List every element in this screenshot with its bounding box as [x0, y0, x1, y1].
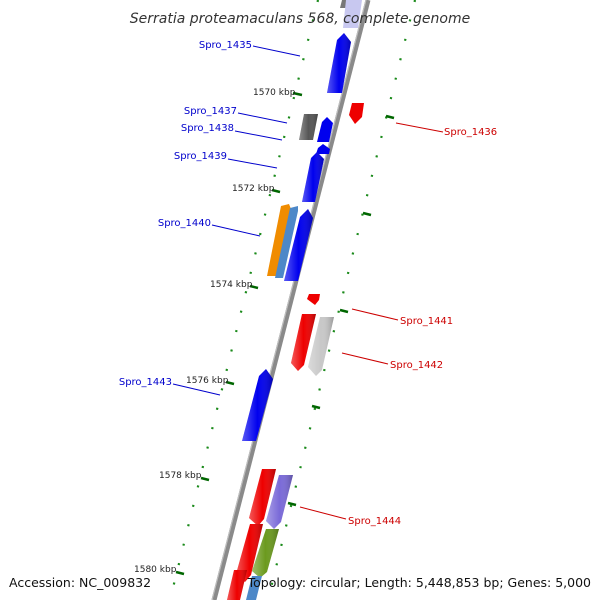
spro-1438-cds[interactable]	[317, 117, 333, 142]
spro-1441b-cds[interactable]	[291, 314, 316, 371]
genome-backbone-highlight	[211, 0, 367, 600]
topology-stats-text: Topology: circular; Length: 5,448,853 bp…	[247, 575, 591, 590]
outer-ticks	[287, 114, 395, 507]
bottom-red-cds[interactable]	[236, 524, 263, 582]
kbp-label-1574: 1574 kbp	[210, 280, 253, 290]
gene-label-spro-1443[interactable]: Spro_1443	[119, 377, 172, 388]
spro-1440-steel-cds[interactable]	[275, 206, 298, 278]
gene-label-spro-1435[interactable]: Spro_1435	[199, 40, 252, 51]
spro-1437-cds[interactable]	[299, 114, 318, 140]
gene-label-spro-1439[interactable]: Spro_1439	[174, 151, 227, 162]
inner-dotted-track	[168, 0, 320, 600]
gene-label-spro-1436[interactable]: Spro_1436	[444, 127, 497, 138]
spro-1438b-cds[interactable]	[316, 144, 330, 154]
kbp-ticks	[175, 91, 303, 576]
bottom-olive-cds[interactable]	[252, 529, 279, 578]
gene-label-spro-1442[interactable]: Spro_1442	[390, 360, 443, 371]
minus-leader-lines	[299, 122, 444, 520]
gene-label-spro-1437[interactable]: Spro_1437	[184, 106, 237, 117]
map-title: Serratia proteamaculans 568, complete ge…	[130, 11, 470, 27]
plus-leader-lines	[172, 45, 301, 396]
bottom-red2-cds[interactable]	[227, 570, 247, 600]
gene-label-spro-1444[interactable]: Spro_1444	[348, 516, 401, 527]
spro-1439-cds[interactable]	[302, 152, 324, 202]
spro-1443-cds[interactable]	[242, 369, 273, 441]
spro-1440-cds[interactable]	[284, 209, 313, 281]
top-lavender-cds[interactable]	[343, 0, 362, 28]
gene-label-spro-1441[interactable]: Spro_1441	[400, 316, 453, 327]
spro-1442-cds[interactable]	[308, 317, 334, 376]
kbp-label-1572: 1572 kbp	[232, 184, 275, 194]
spro-1441-cds[interactable]	[307, 294, 320, 305]
spro-1436-cds[interactable]	[349, 103, 364, 124]
kbp-label-1576: 1576 kbp	[186, 376, 229, 386]
bottom-steel-cds[interactable]	[246, 576, 262, 600]
kbp-label-1570: 1570 kbp	[253, 88, 296, 98]
spro-1444-cds[interactable]	[266, 475, 293, 529]
spro-1440-orange-cds[interactable]	[267, 204, 291, 276]
kbp-label-1580: 1580 kbp	[134, 565, 177, 575]
kbp-label-1578: 1578 kbp	[159, 471, 202, 481]
accession-text: Accession: NC_009832	[9, 575, 151, 590]
spro-1444-red-cds[interactable]	[249, 469, 276, 526]
gene-label-spro-1438[interactable]: Spro_1438	[181, 123, 234, 134]
gene-label-spro-1440[interactable]: Spro_1440	[158, 218, 211, 229]
spro-1435-cds[interactable]	[327, 33, 351, 93]
genome-backbone	[211, 0, 371, 600]
